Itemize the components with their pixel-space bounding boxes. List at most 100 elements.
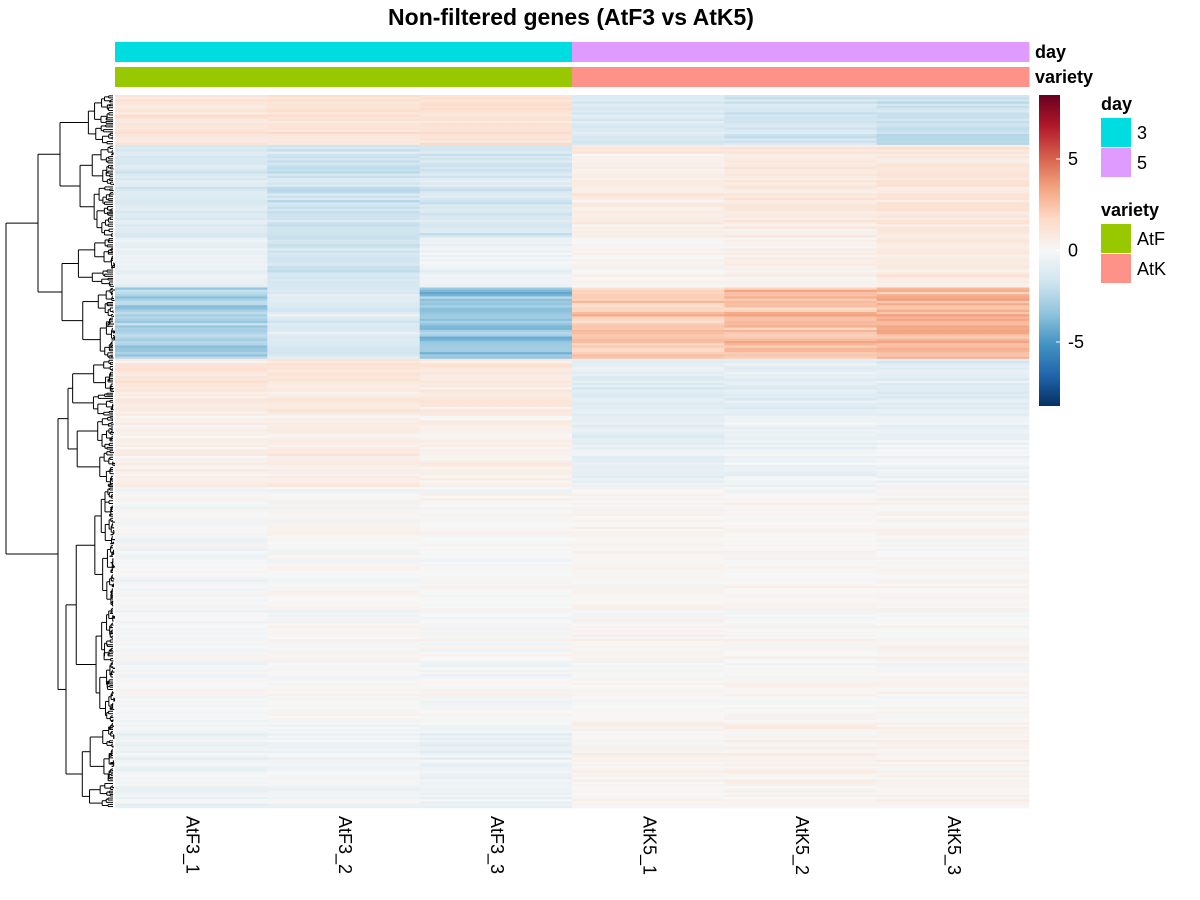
heatmap-cell <box>267 318 420 322</box>
heatmap-cell <box>876 638 1030 642</box>
heatmap-cell <box>267 462 420 466</box>
heatmap-cell <box>724 204 877 208</box>
heatmap-cell <box>115 513 268 517</box>
heatmap-cell <box>724 755 877 758</box>
heatmap-cell <box>572 374 725 377</box>
heatmap-cell <box>876 402 1030 406</box>
heatmap-cell <box>876 382 1030 386</box>
heatmap-cell <box>115 186 268 190</box>
heatmap-cell <box>876 550 1030 554</box>
heatmap-cell <box>724 144 877 148</box>
heatmap-cell <box>267 314 420 317</box>
heatmap-cell <box>724 211 877 214</box>
heatmap-cell <box>724 731 877 734</box>
heatmap-cell <box>419 498 573 501</box>
heatmap-cell <box>267 316 420 320</box>
heatmap-cell <box>876 252 1030 256</box>
heatmap-cell <box>572 175 725 179</box>
heatmap-cell <box>572 625 725 629</box>
heatmap-cell <box>724 546 877 550</box>
heatmap-cell <box>267 526 420 530</box>
heatmap-cell <box>876 621 1030 624</box>
heatmap-cell <box>572 707 725 710</box>
heatmap-cell <box>267 142 420 146</box>
heatmap-cell <box>876 391 1030 395</box>
heatmap-cell <box>572 127 725 131</box>
heatmap-cell <box>267 267 420 271</box>
heatmap-cell <box>876 761 1030 765</box>
heatmap-cell <box>876 764 1030 767</box>
heatmap-cell <box>419 233 573 236</box>
heatmap-cell <box>419 442 573 446</box>
heatmap-cell <box>876 449 1030 452</box>
heatmap-cell <box>267 112 420 115</box>
heatmap-cell <box>115 263 268 267</box>
heatmap-cell <box>724 447 877 450</box>
heatmap-cell <box>115 453 268 457</box>
heatmap-cell <box>876 202 1030 205</box>
heatmap-cell <box>115 614 268 618</box>
heatmap-cell <box>572 429 725 432</box>
heatmap-cell <box>419 704 573 708</box>
heatmap-cell <box>419 480 573 483</box>
heatmap-cell <box>724 433 877 437</box>
heatmap-cell <box>267 250 420 254</box>
heatmap-cell <box>419 469 573 472</box>
heatmap-cell <box>267 687 420 690</box>
heatmap-cell <box>267 166 420 170</box>
heatmap-cell <box>724 276 877 280</box>
heatmap-cell <box>876 464 1030 468</box>
heatmap-cell <box>267 509 420 512</box>
heatmap-cell <box>724 169 877 172</box>
heatmap-cell <box>115 289 268 293</box>
heatmap-cell <box>419 627 573 631</box>
heatmap-cell <box>115 393 268 397</box>
heatmap-cell <box>724 724 877 728</box>
heatmap-cell <box>572 415 725 419</box>
heatmap-cell <box>724 241 877 245</box>
heatmap-cell <box>724 442 877 446</box>
heatmap-cell <box>267 805 420 809</box>
heatmap-cell <box>267 365 420 368</box>
heatmap-cell <box>115 97 268 100</box>
heatmap-cell <box>572 208 725 212</box>
heatmap-cell <box>876 352 1030 355</box>
heatmap-cell <box>876 616 1030 620</box>
heatmap-cell <box>572 447 725 450</box>
heatmap-cell <box>724 327 877 331</box>
heatmap-cell <box>876 520 1030 523</box>
column-label: AtF3_1 <box>181 816 202 874</box>
heatmap-cell <box>724 118 877 122</box>
heatmap-cell <box>572 329 725 333</box>
heatmap-cell <box>876 553 1030 556</box>
heatmap-cell <box>876 687 1030 690</box>
heatmap-cell <box>267 608 420 611</box>
heatmap-cell <box>572 570 725 574</box>
heatmap-cell <box>419 744 573 747</box>
heatmap-cell <box>876 345 1030 348</box>
heatmap-cell <box>724 555 877 558</box>
heatmap-cell <box>724 748 877 752</box>
heatmap-cell <box>267 171 420 174</box>
heatmap-cell <box>876 689 1030 692</box>
heatmap-cell <box>419 478 573 481</box>
heatmap-cell <box>572 142 725 146</box>
heatmap-cell <box>115 116 268 120</box>
heatmap-cell <box>876 393 1030 397</box>
heatmap-cell <box>572 632 725 635</box>
heatmap-cell <box>115 458 268 461</box>
heatmap-cell <box>724 739 877 743</box>
heatmap-cell <box>419 356 573 360</box>
heatmap-cell <box>267 338 420 342</box>
heatmap-cell <box>267 522 420 525</box>
heatmap-cell <box>419 323 573 326</box>
heatmap-cell <box>876 462 1030 466</box>
heatmap-cell <box>876 182 1030 185</box>
heatmap-cell <box>572 790 725 793</box>
heatmap-cell <box>419 127 573 131</box>
heatmap-cell <box>419 577 573 580</box>
heatmap-cell <box>267 345 420 348</box>
heatmap-cell <box>419 713 573 717</box>
heatmap-cell <box>724 316 877 320</box>
heatmap-cell <box>267 777 420 780</box>
